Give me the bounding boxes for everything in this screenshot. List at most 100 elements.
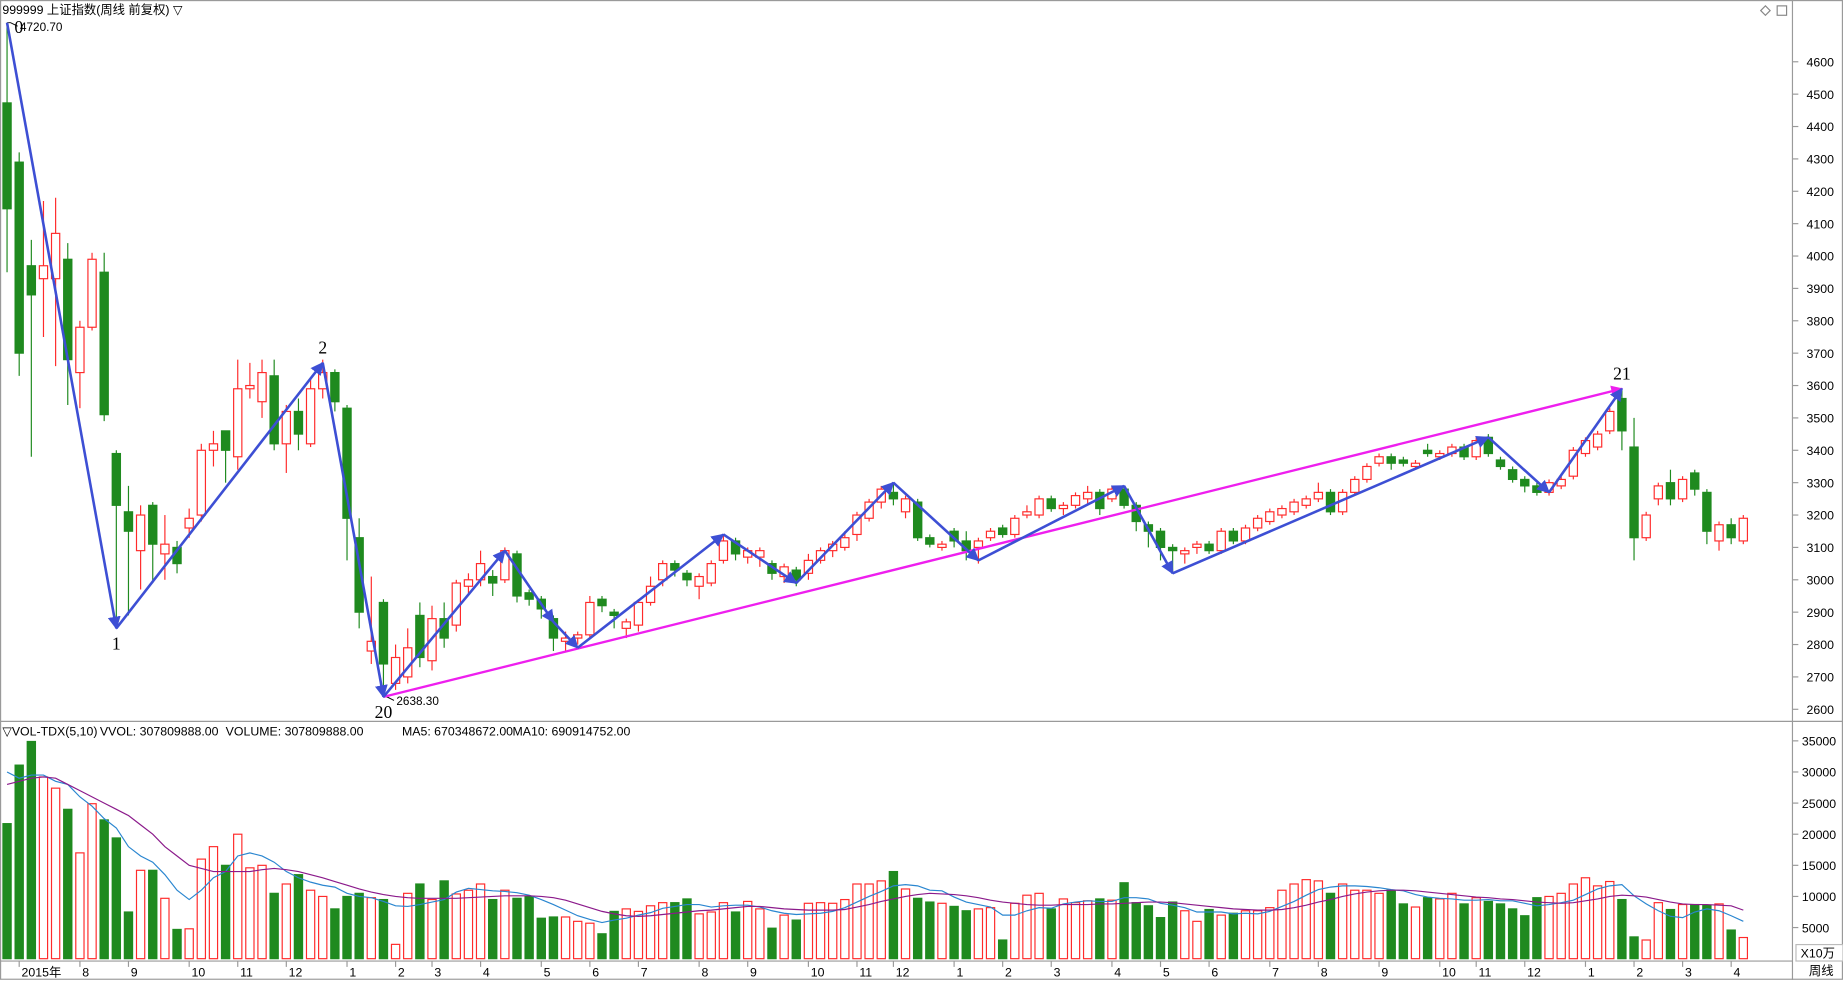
- wave-line: [503, 549, 555, 623]
- volume-bar: [1398, 903, 1409, 960]
- y-tick-label: 10000: [1802, 890, 1836, 904]
- volume-bar: [1022, 894, 1032, 960]
- candle-body: [1192, 543, 1202, 549]
- volume-bar: [1520, 915, 1530, 960]
- candle-body: [730, 540, 741, 555]
- ma10-line: [6, 776, 1744, 917]
- volume-bar: [1034, 892, 1044, 960]
- volume-bar: [658, 902, 668, 960]
- y-tick-label: 3100: [1807, 541, 1835, 555]
- volume-bar: [1605, 880, 1615, 960]
- volume-bar: [1410, 906, 1421, 960]
- candle-body: [912, 501, 923, 539]
- y-tick-label: 3600: [1807, 379, 1835, 393]
- volume-bar: [1216, 914, 1226, 960]
- volume-bar: [1592, 885, 1603, 960]
- x-tick-label: 10: [192, 965, 206, 979]
- x-tick-label: 11: [859, 965, 872, 979]
- icon-diamond[interactable]: [1759, 5, 1771, 17]
- candle-body: [1265, 511, 1275, 523]
- volume-bar: [573, 920, 583, 960]
- volume-bar: [1265, 907, 1275, 960]
- x-tick-label: 12: [896, 965, 910, 979]
- y-tick-label: 3200: [1807, 509, 1835, 523]
- volume-bar: [75, 852, 85, 960]
- candle-body: [38, 265, 49, 280]
- candle-body: [573, 634, 583, 639]
- x-tick-label: 1: [349, 965, 356, 979]
- candle-body: [1653, 485, 1664, 500]
- x-tick-label: 8: [701, 965, 708, 979]
- volume-bar: [63, 808, 73, 960]
- period-label: 周线: [1809, 964, 1834, 978]
- wave-line-label: 0: [14, 17, 23, 37]
- candle-body: [1082, 491, 1093, 500]
- volume-bar: [1447, 892, 1457, 960]
- candle-body: [1520, 478, 1530, 487]
- candle-body: [1277, 507, 1287, 516]
- candle-body: [658, 563, 668, 581]
- x-tick-label: 5: [1163, 965, 1170, 979]
- chart-title: 999999 上证指数(周线 前复权) ▽: [2, 2, 183, 17]
- wave-line: [321, 362, 388, 699]
- x-tick-label: 4: [1734, 965, 1741, 979]
- volume-bar: [779, 914, 789, 960]
- volume-bar: [864, 883, 874, 960]
- candle-body: [1350, 478, 1360, 493]
- wave-line: [115, 361, 324, 630]
- volume-bar: [330, 908, 340, 960]
- candle-body: [1422, 449, 1433, 455]
- volume-bar: [135, 869, 146, 960]
- volume-bar: [26, 740, 37, 960]
- volume-bar: [172, 928, 182, 960]
- volume-bar: [160, 897, 170, 960]
- volume-bar: [123, 911, 134, 960]
- candle-body: [1216, 530, 1226, 552]
- candle-body: [1410, 462, 1421, 468]
- volume-bar: [1313, 880, 1324, 960]
- wave-line: [977, 484, 1126, 562]
- wave-line: [1487, 436, 1551, 494]
- volume-bar: [1726, 929, 1736, 960]
- candle-body: [1362, 465, 1372, 481]
- volume-bar: [1738, 936, 1749, 960]
- candle-body: [621, 621, 631, 629]
- y-tick-label: 30000: [1802, 766, 1836, 780]
- y-tick-label: 35000: [1802, 735, 1836, 749]
- x-tick-label: 4: [483, 965, 490, 979]
- candle-body: [609, 611, 619, 616]
- x-tick-label: 9: [1381, 965, 1388, 979]
- volume-bar: [50, 787, 61, 960]
- volume-bar: [463, 889, 474, 960]
- icon-restore[interactable]: [1776, 5, 1788, 16]
- volume-bar: [1155, 917, 1166, 960]
- candle-body: [1738, 517, 1749, 542]
- candle-body: [463, 579, 474, 587]
- indicator-label: VVOL: 307809888.00: [100, 724, 219, 738]
- candle-body: [1240, 527, 1251, 542]
- wave-line-label: 1: [112, 634, 121, 654]
- candle-body: [597, 598, 607, 607]
- x-tick-label: 7: [641, 965, 648, 979]
- candle-body: [1313, 491, 1324, 500]
- candle-body: [1022, 511, 1032, 516]
- volume-bar: [1690, 903, 1700, 960]
- volume-bar: [827, 902, 838, 960]
- candle-body: [488, 575, 498, 584]
- candle-body: [682, 572, 692, 581]
- y-tick-label: 4500: [1807, 88, 1835, 102]
- candle-body: [293, 410, 304, 435]
- volume-bar: [1180, 910, 1190, 960]
- volume-bar: [1641, 939, 1651, 960]
- indicator-label: MA10: 690914752.00: [512, 724, 630, 738]
- candle-body: [1070, 495, 1081, 506]
- x-tick-label: 1: [1588, 965, 1595, 979]
- candle-body: [524, 592, 534, 600]
- volume-bar: [415, 883, 425, 960]
- volume-bar: [220, 864, 231, 960]
- candle-body: [330, 371, 340, 403]
- candle-body: [305, 388, 316, 445]
- ma5-line: [6, 771, 1744, 924]
- volume-bar: [1107, 899, 1117, 960]
